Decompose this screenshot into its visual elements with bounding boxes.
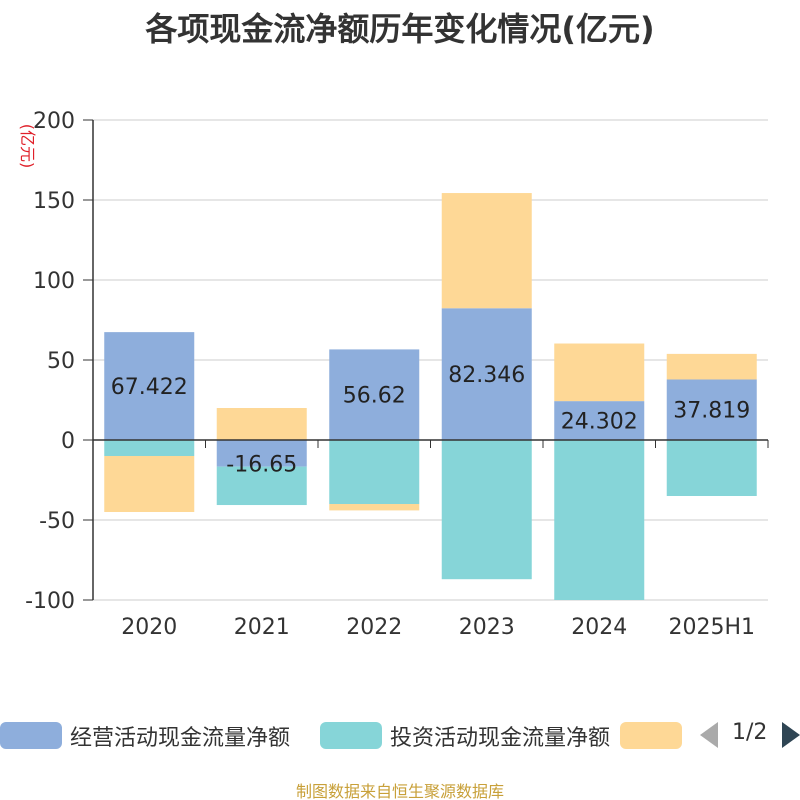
legend-label-investing: 投资活动现金流量净额 [390, 726, 611, 751]
bar-series-2-2020 [104, 456, 195, 512]
data-label: 24.302 [561, 410, 638, 435]
data-label: 82.346 [448, 363, 525, 388]
y-tick-label: 50 [47, 349, 75, 374]
x-tick-label: 2023 [459, 615, 515, 640]
pager-next-arrow-icon[interactable] [782, 722, 800, 748]
legend-swatch-investing [320, 722, 382, 749]
legend-swatch-third-series [620, 722, 682, 749]
y-tick-label: -50 [39, 509, 75, 534]
bar-chart: -100 -50 0 50 100 150 200 67.422 2020 -16.65 2021 5… [25, 109, 769, 640]
y-tick-label: 0 [61, 429, 75, 454]
bar-series-1-2021 [216, 466, 307, 506]
pager-text: 1/2 [732, 720, 768, 745]
bar-series-2-2021 [216, 408, 307, 440]
bar-series-1-2025H1 [666, 440, 757, 496]
x-tick-label: 2020 [121, 615, 177, 640]
y-tick-label: 150 [33, 189, 75, 214]
data-label: -16.65 [226, 453, 297, 478]
y-tick-label: -100 [25, 589, 75, 614]
data-label: 37.819 [673, 399, 750, 424]
legend-pager: 1/2 [700, 718, 800, 752]
bar-series-1-2024 [554, 440, 645, 600]
x-tick-label: 2021 [234, 615, 290, 640]
bar-series-2-2022 [329, 504, 420, 511]
bar-series-0-2024 [554, 401, 645, 440]
bar-series-0-2023 [441, 308, 532, 440]
bar-series-1-2023 [441, 440, 532, 580]
chart-title: 各项现金流净额历年变化情况(亿元) [145, 10, 655, 48]
bar-series-2-2023 [441, 193, 532, 309]
bar-series-2-2024 [554, 343, 645, 402]
bar-series-0-2025H1 [666, 379, 757, 440]
legend-swatch-operating [0, 722, 62, 749]
x-tick-label: 2025H1 [668, 615, 755, 640]
legend-label-operating: 经营活动现金流量净额 [70, 726, 291, 751]
bar-series-0-2021 [216, 440, 307, 467]
bar-series-0-2022 [329, 349, 420, 440]
data-label: 56.62 [343, 384, 406, 409]
bar-series-0-2020 [104, 332, 195, 440]
bar-series-2-2025H1 [666, 353, 757, 380]
data-label: 67.422 [111, 375, 188, 400]
x-tick-label: 2022 [346, 615, 402, 640]
bar-series-1-2022 [329, 440, 420, 504]
y-tick-label: 200 [33, 109, 75, 134]
y-tick-label: 100 [33, 269, 75, 294]
source-note: 制图数据来自恒生聚源数据库 [295, 782, 504, 800]
pager-prev-arrow-icon[interactable] [700, 722, 718, 748]
bar-series-1-2020 [104, 440, 195, 456]
x-tick-label: 2024 [571, 615, 627, 640]
